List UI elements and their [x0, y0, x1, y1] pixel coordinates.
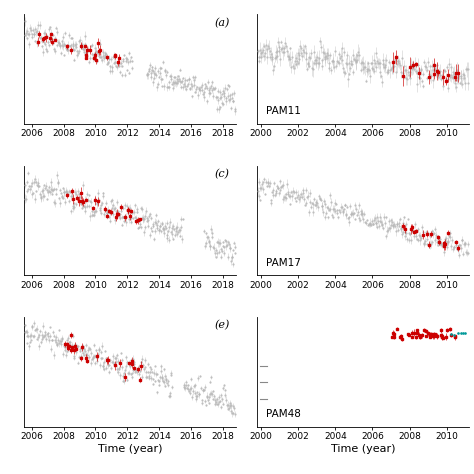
- Text: PAM17: PAM17: [265, 257, 301, 267]
- X-axis label: Time (year): Time (year): [331, 444, 395, 454]
- X-axis label: Time (year): Time (year): [98, 444, 162, 454]
- Text: PAM48: PAM48: [265, 409, 301, 419]
- Text: (e): (e): [214, 320, 229, 330]
- Text: (a): (a): [214, 18, 229, 28]
- Text: (c): (c): [215, 169, 229, 179]
- Text: PAM11: PAM11: [265, 106, 301, 116]
